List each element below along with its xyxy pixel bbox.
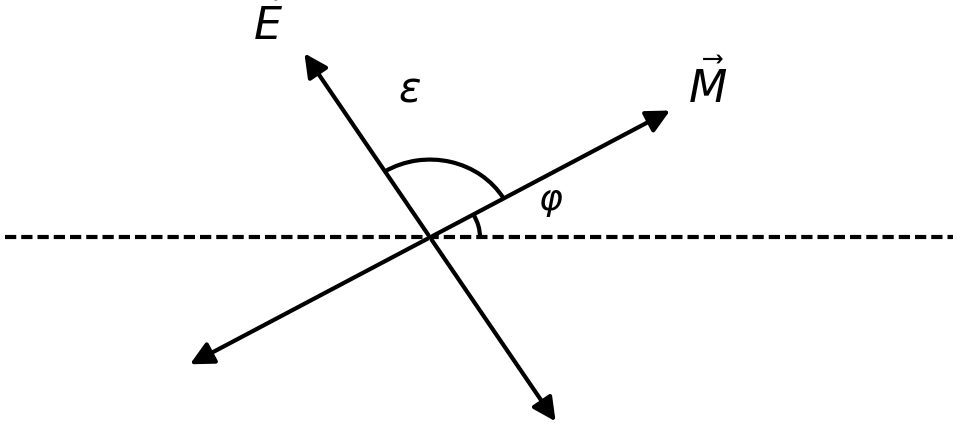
Text: $\vec{M}$: $\vec{M}$ [688, 61, 727, 112]
Text: $\vec{E}$: $\vec{E}$ [253, 0, 283, 49]
Text: $\varphi$: $\varphi$ [538, 185, 563, 219]
Text: $\varepsilon$: $\varepsilon$ [398, 68, 421, 110]
